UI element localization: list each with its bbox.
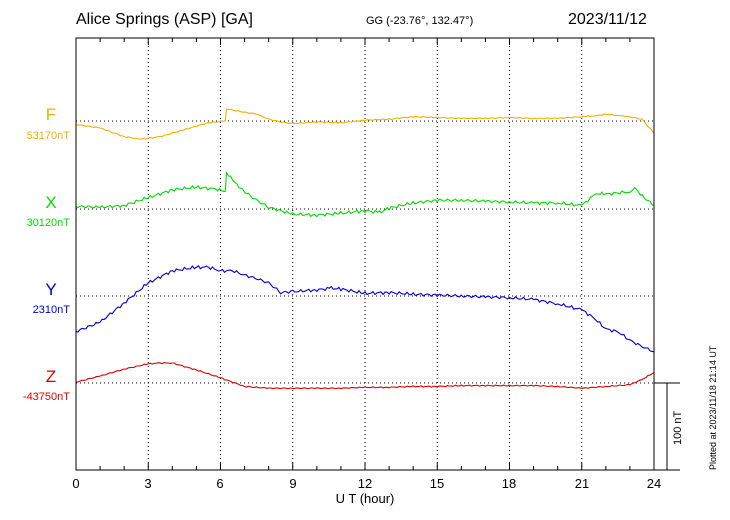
x-tick-label: 0 [72, 476, 80, 491]
plot-date: 2023/11/12 [568, 11, 647, 28]
x-tick-label: 9 [289, 476, 297, 491]
plotted-timestamp: Plotted at 2023/11/18 21:14 UT [708, 345, 718, 470]
x-axis-label: U T (hour) [335, 491, 395, 506]
series-baseline-x: 30120nT [26, 217, 70, 229]
x-tick-label: 12 [357, 476, 373, 491]
x-tick-label: 18 [501, 476, 517, 491]
series-baseline-z: -43750nT [22, 391, 70, 403]
series-name-z: Z [45, 367, 57, 386]
x-tick-label: 3 [144, 476, 152, 491]
x-tick-label: 6 [216, 476, 224, 491]
x-tick-label: 24 [646, 476, 662, 491]
series-line-y [75, 265, 655, 353]
series-line-f [75, 108, 655, 140]
series-baseline-y: 2310nT [32, 304, 70, 316]
series-line-x [75, 171, 655, 218]
series-baseline-f: 53170nT [26, 130, 70, 142]
scale-bar [654, 382, 680, 471]
series-lines [75, 108, 655, 390]
x-tick-label: 21 [574, 476, 590, 491]
x-tick-label: 15 [429, 476, 445, 491]
station-coordinates: GG (-23.76°, 132.47°) [366, 15, 474, 27]
axis-ticks [75, 38, 655, 470]
series-name-y: Y [45, 280, 57, 299]
station-title: Alice Springs (ASP) [GA] [76, 11, 253, 28]
series-line-z [75, 361, 655, 390]
scale-bar-label: 100 nT [672, 410, 684, 445]
series-name-x: X [45, 193, 57, 212]
grid-lines [76, 38, 654, 470]
series-name-f: F [45, 105, 57, 124]
